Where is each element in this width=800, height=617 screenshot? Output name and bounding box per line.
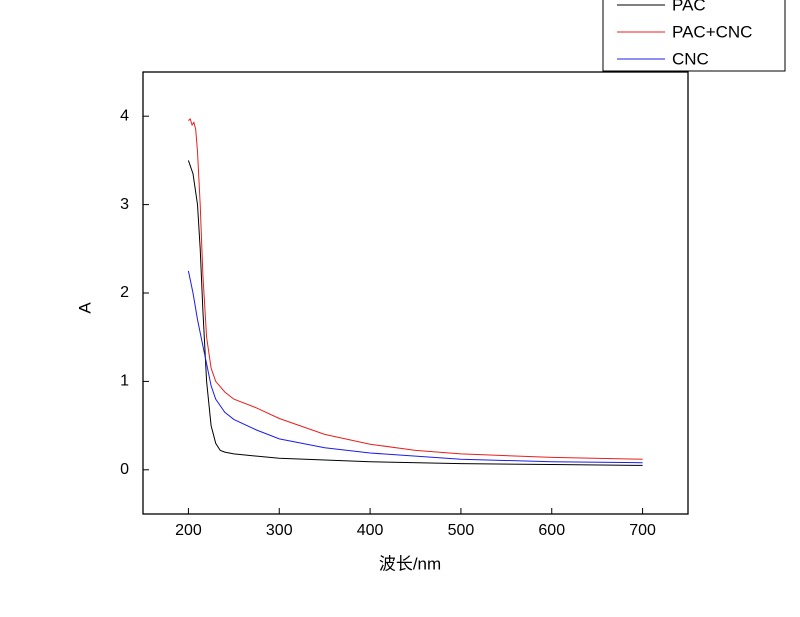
y-tick-label: 2 [120, 284, 129, 301]
y-tick-label: 1 [120, 373, 129, 390]
series-line [187, 160, 643, 466]
x-tick-label: 400 [357, 522, 384, 539]
legend-label: PAC [672, 0, 706, 14]
x-tick-label: 700 [629, 522, 656, 539]
x-tick-label: 600 [538, 522, 565, 539]
x-axis-label: 波长/nm [379, 554, 441, 573]
x-tick-label: 300 [266, 522, 293, 539]
y-tick-label: 0 [120, 461, 129, 478]
legend-label: PAC+CNC [672, 22, 752, 41]
x-tick-label: 500 [448, 522, 475, 539]
x-tick-label: 200 [175, 522, 202, 539]
plot-frame [142, 71, 689, 515]
series-line [188, 117, 643, 460]
series-line [187, 270, 643, 464]
y-tick-label: 4 [120, 107, 129, 124]
y-tick-label: 3 [120, 196, 129, 213]
legend-label: CNC [672, 49, 709, 68]
y-axis-label: A [75, 302, 94, 314]
